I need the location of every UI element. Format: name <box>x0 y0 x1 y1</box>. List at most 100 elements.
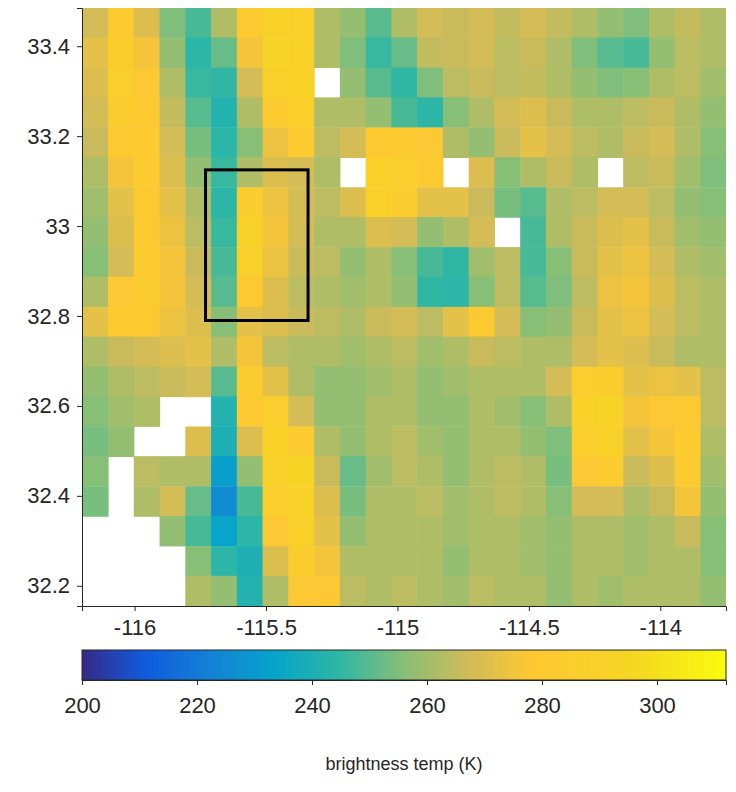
heat-cell <box>160 127 186 157</box>
heat-cell <box>572 337 598 367</box>
heat-cell <box>263 97 289 127</box>
heat-cell <box>108 38 134 68</box>
heat-cell <box>237 396 263 426</box>
heat-cell <box>82 68 108 98</box>
heat-cell <box>366 486 392 516</box>
heat-cell <box>649 426 675 456</box>
heat-cell <box>391 97 417 127</box>
heat-cell <box>546 157 572 187</box>
heat-cell <box>649 396 675 426</box>
heat-cell <box>417 277 443 307</box>
heat-cell <box>263 576 289 606</box>
heat-cell <box>520 97 546 127</box>
heat-cell <box>572 38 598 68</box>
heat-cell <box>134 486 160 516</box>
heat-cell <box>520 367 546 397</box>
heat-cell <box>546 516 572 546</box>
heat-cell <box>340 68 366 98</box>
heat-cell <box>134 187 160 217</box>
heat-cell <box>185 367 211 397</box>
heat-cell <box>469 157 495 187</box>
heat-cell <box>185 127 211 157</box>
heat-cell <box>391 307 417 337</box>
heat-cell <box>701 8 726 38</box>
heat-cell <box>340 337 366 367</box>
tick: 32.6 <box>27 393 82 418</box>
heat-cell <box>185 277 211 307</box>
heat-cell <box>82 217 108 247</box>
heat-cell <box>520 187 546 217</box>
tick-label: 33.4 <box>27 34 70 59</box>
heat-cell <box>520 486 546 516</box>
heat-cell <box>391 576 417 606</box>
tick-mark <box>77 496 82 497</box>
heat-cell <box>417 68 443 98</box>
heat-cell <box>546 426 572 456</box>
heat-cell <box>82 486 108 516</box>
heat-cell <box>237 516 263 546</box>
heat-cell <box>237 247 263 277</box>
heat-cell <box>417 337 443 367</box>
tick-mark <box>660 606 661 611</box>
heat-cell <box>185 576 211 606</box>
heat-cell <box>417 127 443 157</box>
heat-cell <box>701 127 726 157</box>
axis-line <box>83 607 727 612</box>
heat-cell <box>314 576 340 606</box>
heat-cell <box>623 456 649 486</box>
heat-cell <box>494 486 520 516</box>
heat-cell <box>520 217 546 247</box>
heat-cell <box>237 426 263 456</box>
heat-cell <box>82 337 108 367</box>
heat-cell <box>366 546 392 576</box>
tick: -114 <box>640 606 682 640</box>
tick-label: -114 <box>640 615 682 640</box>
heat-cell <box>443 516 469 546</box>
heat-cell <box>314 217 340 247</box>
heat-cell <box>211 337 237 367</box>
heat-cell <box>675 546 701 576</box>
heat-cell <box>211 576 237 606</box>
heat-cell <box>417 546 443 576</box>
heat-cell <box>211 127 237 157</box>
heat-cell <box>288 396 314 426</box>
y-axis: 32.232.432.632.83333.233.4 <box>27 9 82 607</box>
tick-mark <box>77 586 82 587</box>
heat-cell <box>160 337 186 367</box>
heat-cell <box>443 337 469 367</box>
heat-cell <box>649 337 675 367</box>
heat-cell <box>546 217 572 247</box>
heat-cell <box>443 277 469 307</box>
heat-cell <box>314 546 340 576</box>
heat-cell <box>623 337 649 367</box>
tick: -114.5 <box>499 606 560 640</box>
heat-cell <box>597 127 623 157</box>
heat-cell <box>469 307 495 337</box>
heat-cell <box>211 187 237 217</box>
heat-cell <box>623 426 649 456</box>
heat-cell <box>623 247 649 277</box>
heat-cell <box>211 516 237 546</box>
tick: 240 <box>294 680 331 718</box>
tick-label: 33.2 <box>27 124 70 149</box>
heat-cell <box>288 187 314 217</box>
heat-cell <box>649 277 675 307</box>
heat-cell <box>391 8 417 38</box>
heat-cell <box>263 187 289 217</box>
heat-cell <box>520 426 546 456</box>
heat-cell <box>391 217 417 247</box>
heat-cell <box>314 307 340 337</box>
heat-cell <box>675 307 701 337</box>
heat-cell <box>211 396 237 426</box>
heat-cell <box>469 546 495 576</box>
heat-cell <box>546 38 572 68</box>
heat-cell <box>546 337 572 367</box>
heat-cell <box>134 8 160 38</box>
tick-label: 32.4 <box>27 483 70 508</box>
heat-cell <box>675 8 701 38</box>
heat-cell <box>649 486 675 516</box>
heat-cell <box>520 8 546 38</box>
heat-cell <box>288 486 314 516</box>
heat-cell <box>675 68 701 98</box>
heat-cell <box>417 486 443 516</box>
